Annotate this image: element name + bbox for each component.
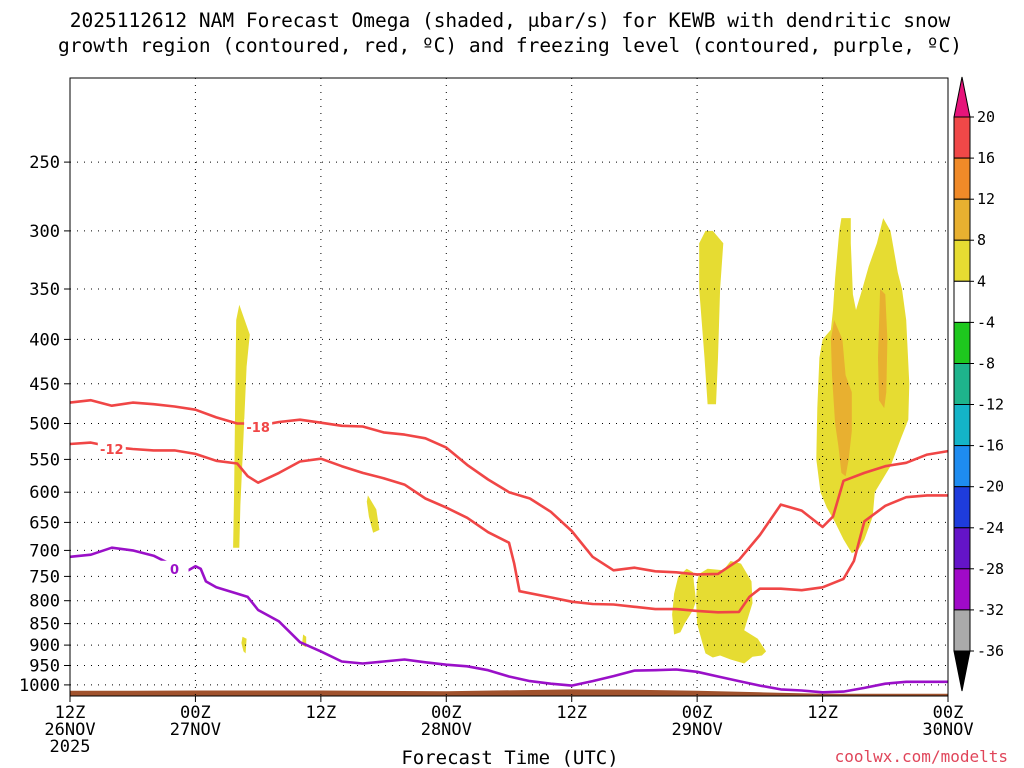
contour-label-bg (160, 560, 189, 576)
contour-label-bg (244, 419, 273, 435)
contour--12 (69, 441, 948, 614)
y-tick-label-350: 350 (29, 280, 60, 300)
plot-area (70, 78, 948, 696)
y-tick-label-850: 850 (29, 615, 60, 635)
y-tick-label-900: 900 (29, 636, 60, 656)
colorbar-label-4: 4 (977, 272, 986, 290)
x-tick-label-0-2: 2025 (50, 737, 91, 757)
y-axis-ticks: 2503003504004505005506006507007508008509… (19, 153, 70, 696)
colorbar-label-10: -24 (977, 519, 1004, 537)
colorbar-label-12: -32 (977, 601, 1004, 619)
colorbar-top-triangle (953, 76, 971, 118)
omega-region-2 (241, 636, 247, 654)
x-tick-label-0-1: 26NOV (44, 720, 95, 740)
colorbar-band-2 (953, 198, 971, 241)
contour-label-0: 0 (170, 563, 179, 578)
contour-label--12: -12 (100, 443, 124, 458)
x-tick-label-48-0: 12Z (556, 703, 587, 723)
x-tick-label-24-0: 12Z (306, 703, 337, 723)
colorbar-label-13: -36 (977, 642, 1004, 660)
contour-0 (69, 546, 948, 694)
omega-region-0 (233, 304, 250, 548)
colorbar-label-1: 16 (977, 149, 995, 167)
colorbar-label-2: 12 (977, 190, 995, 208)
y-tick-label-700: 700 (29, 541, 60, 561)
omega-shading-layer (233, 218, 910, 664)
credit-text: coolwx.com/modelts (835, 747, 1008, 766)
colorbar-band-7 (953, 404, 971, 447)
colorbar-label-9: -20 (977, 478, 1004, 496)
contour-label--18: -18 (246, 421, 270, 436)
y-tick-label-650: 650 (29, 513, 60, 533)
x-tick-label-36-0: 00Z (431, 703, 462, 723)
ground-layer (70, 689, 948, 696)
contour--18 (69, 398, 949, 576)
contour-layer: -18 -12 0 (69, 398, 949, 694)
colorbar-band-4 (953, 280, 971, 323)
y-tick-label-950: 950 (29, 657, 60, 677)
y-tick-label-400: 400 (29, 330, 60, 350)
ground-terrain (70, 689, 948, 696)
colorbar-label-6: -8 (977, 355, 995, 373)
omega-region-4 (699, 230, 724, 405)
colorbar-band-11 (953, 568, 971, 611)
y-tick-label-600: 600 (29, 483, 60, 503)
colorbar-band-8 (953, 445, 971, 488)
colorbar-bottom-triangle (953, 650, 971, 692)
x-tick-label-72-0: 12Z (807, 703, 838, 723)
colorbar-band-5 (953, 321, 971, 364)
x-tick-label-0-0: 12Z (55, 703, 86, 723)
y-tick-label-500: 500 (29, 415, 60, 435)
y-tick-label-750: 750 (29, 567, 60, 587)
omega-region-7 (816, 218, 910, 554)
colorbar-band-1 (953, 157, 971, 200)
colorbar-band-3 (953, 239, 971, 282)
colorbar-label-7: -12 (977, 396, 1004, 414)
colorbar-label-0: 20 (977, 108, 995, 126)
colorbar-band-6 (953, 363, 971, 406)
y-tick-label-250: 250 (29, 153, 60, 173)
x-tick-label-84-1: 30NOV (922, 720, 973, 740)
chart-title-line-1: 2025112612 NAM Forecast Omega (shaded, μ… (70, 9, 951, 32)
omega-region-1 (366, 495, 380, 533)
colorbar-label-5: -4 (977, 313, 995, 331)
chart-title-line-2: growth region (contoured, red, ºC) and f… (58, 34, 962, 57)
y-tick-label-1000: 1000 (19, 676, 60, 696)
x-tick-label-60-1: 29NOV (672, 720, 723, 740)
x-tick-label-12-0: 00Z (180, 703, 211, 723)
colorbar-band-10 (953, 527, 971, 570)
x-tick-label-12-1: 27NOV (170, 720, 221, 740)
colorbar-label-8: -16 (977, 437, 1004, 455)
y-tick-label-550: 550 (29, 450, 60, 470)
x-tick-label-84-0: 00Z (933, 703, 964, 723)
y-tick-label-800: 800 (29, 592, 60, 612)
y-tick-label-300: 300 (29, 222, 60, 242)
y-tick-label-450: 450 (29, 375, 60, 395)
colorbar-band-9 (953, 486, 971, 529)
colorbar-band-0 (953, 116, 971, 159)
omega-region-5 (672, 568, 697, 635)
plot-frame (69, 77, 949, 697)
colorbar: 20 16 12 8 4 -4 -8 -12 -16 -20 -24 -28 -32 -36 (953, 76, 1004, 692)
colorbar-label-3: 8 (977, 231, 986, 249)
contour-label-bg (97, 441, 126, 457)
x-tick-label-36-1: 28NOV (421, 720, 472, 740)
colorbar-label-11: -28 (977, 560, 1004, 578)
omega-region-8 (830, 320, 852, 477)
colorbar-band-12 (953, 609, 971, 652)
x-axis-label: Forecast Time (UTC) (401, 747, 618, 768)
x-tick-label-60-0: 00Z (682, 703, 713, 723)
omega-region-9 (878, 289, 888, 409)
